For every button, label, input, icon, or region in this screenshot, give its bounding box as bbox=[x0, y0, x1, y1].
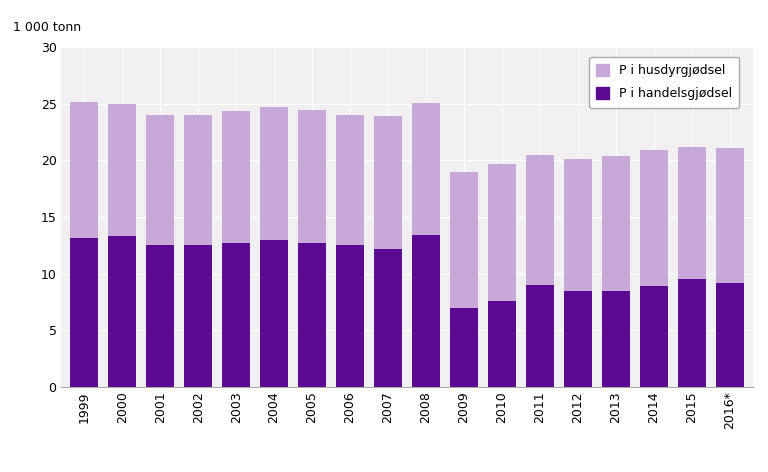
Bar bbox=[70, 101, 98, 237]
Bar bbox=[601, 291, 631, 387]
Bar bbox=[412, 235, 440, 387]
Bar bbox=[298, 243, 326, 387]
Bar bbox=[564, 291, 592, 387]
Bar bbox=[184, 245, 213, 387]
Bar bbox=[677, 147, 706, 279]
Legend: P i husdyrgjødsel, P i handelsgjødsel: P i husdyrgjødsel, P i handelsgjødsel bbox=[589, 57, 740, 108]
Bar bbox=[146, 115, 174, 245]
Bar bbox=[374, 116, 402, 249]
Bar bbox=[222, 243, 250, 387]
Bar bbox=[564, 160, 592, 291]
Bar bbox=[526, 285, 554, 387]
Bar bbox=[336, 245, 364, 387]
Bar bbox=[70, 237, 98, 387]
Text: 1 000 tonn: 1 000 tonn bbox=[13, 21, 81, 34]
Bar bbox=[450, 308, 478, 387]
Bar bbox=[108, 236, 137, 387]
Bar bbox=[640, 150, 668, 286]
Bar bbox=[260, 107, 288, 240]
Bar bbox=[716, 148, 744, 283]
Bar bbox=[184, 115, 213, 245]
Bar bbox=[412, 103, 440, 235]
Bar bbox=[488, 164, 516, 301]
Bar bbox=[526, 155, 554, 285]
Bar bbox=[298, 110, 326, 243]
Bar bbox=[450, 172, 478, 308]
Bar bbox=[374, 249, 402, 387]
Bar bbox=[260, 240, 288, 387]
Bar bbox=[336, 115, 364, 245]
Bar bbox=[146, 245, 174, 387]
Bar bbox=[601, 156, 631, 291]
Bar bbox=[716, 283, 744, 387]
Bar bbox=[108, 104, 137, 236]
Bar bbox=[677, 279, 706, 387]
Bar bbox=[222, 110, 250, 243]
Bar bbox=[488, 301, 516, 387]
Bar bbox=[640, 286, 668, 387]
